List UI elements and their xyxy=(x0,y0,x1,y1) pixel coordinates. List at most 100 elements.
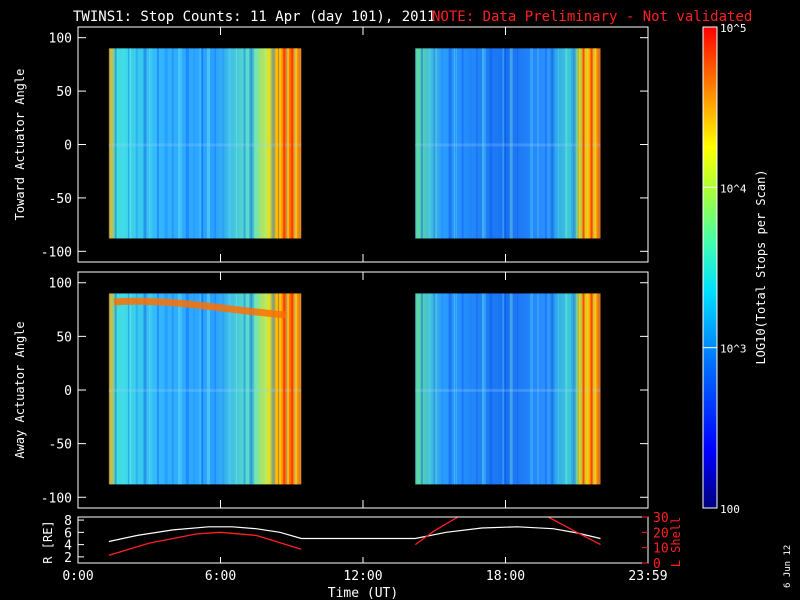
x-axis-label: Time (UT) xyxy=(328,586,398,600)
heatmap-streak xyxy=(468,293,472,485)
heatmap-edge-streak xyxy=(590,48,593,239)
heatmap-streak xyxy=(435,48,437,239)
heatmap-streak xyxy=(550,293,554,485)
heatmap-streak xyxy=(496,293,498,485)
heatmap-streak xyxy=(557,293,559,485)
heatmap-streak xyxy=(249,293,253,485)
heatmap-streak xyxy=(272,48,276,239)
heatmap-block xyxy=(108,48,302,239)
y-axis-label: Away Actuator Angle xyxy=(13,321,27,458)
heatmap-streak xyxy=(293,293,297,485)
heatmap-zero-band xyxy=(415,388,601,392)
chart-title: TWINS1: Stop Counts: 11 Apr (day 101), 2… xyxy=(73,9,435,25)
heatmap-streak xyxy=(448,48,452,239)
heatmap-streak xyxy=(143,293,147,485)
y-tick-label: 50 xyxy=(56,85,72,100)
heatmap-streak xyxy=(178,293,181,485)
heatmap-streak xyxy=(108,48,110,239)
heatmap-streak xyxy=(461,48,464,239)
heatmap-streak xyxy=(172,293,174,485)
heatmap-streak xyxy=(235,48,237,239)
heatmap-streak xyxy=(243,48,246,239)
heatmap-streak xyxy=(122,48,126,239)
heatmap-streak xyxy=(570,48,574,239)
heatmap-streak xyxy=(552,48,556,239)
heatmap-streak xyxy=(285,48,288,239)
heatmap-streak xyxy=(481,48,484,239)
colorbar-tick-label: 10^3 xyxy=(720,343,747,356)
heatmap-streak xyxy=(206,293,210,485)
heatmap-edge-streak xyxy=(295,293,298,485)
heatmap-streak xyxy=(114,48,117,239)
heatmap-streak xyxy=(517,293,519,485)
heatmap-edge-streak xyxy=(279,293,282,485)
heatmap-edge-streak xyxy=(594,293,597,485)
heatmap-edge-streak xyxy=(578,48,581,239)
heatmap-streak xyxy=(420,48,423,239)
heatmap-edge-streak xyxy=(279,48,282,239)
lshell-tick-label: 0 xyxy=(653,557,661,572)
heatmap-streak xyxy=(149,48,151,239)
heatmap-streak xyxy=(565,293,568,485)
x-tick-label: 23:59 xyxy=(628,569,667,584)
heatmap-streak xyxy=(483,48,486,239)
heatmap-streak xyxy=(504,48,507,239)
heatmap-streak xyxy=(135,48,138,239)
heatmap-streak xyxy=(257,48,259,239)
r-tick-label: 8 xyxy=(64,514,72,529)
colorbar-tick-label: 10^4 xyxy=(720,182,747,195)
heatmap-streak xyxy=(185,48,189,239)
heatmap-streak xyxy=(572,293,576,485)
heatmap-streak xyxy=(483,293,486,485)
heatmap-streak xyxy=(108,293,110,485)
heatmap-streak xyxy=(164,48,168,239)
heatmap-streak xyxy=(565,48,568,239)
y-tick-label: -50 xyxy=(49,192,72,207)
colorbar xyxy=(702,26,718,509)
heatmap-streak xyxy=(185,293,189,485)
heatmap-streak xyxy=(481,293,484,485)
heatmap-streak xyxy=(270,293,274,485)
heatmap-streak xyxy=(135,293,138,485)
lshell-series-line xyxy=(414,517,459,546)
r-tick-label: 6 xyxy=(64,526,72,541)
heatmap-block xyxy=(415,48,601,239)
heatmap-streak xyxy=(251,293,255,485)
heatmap-streak xyxy=(433,48,435,239)
x-tick-label: 12:00 xyxy=(343,569,382,584)
heatmap-streak xyxy=(454,48,456,239)
colorbar-label: LOG10(Total Stops per Scan) xyxy=(754,169,768,364)
heatmap-edge-streak xyxy=(287,293,290,485)
heatmap-streak xyxy=(502,293,505,485)
heatmap-edge-streak xyxy=(291,293,294,485)
y-tick-label: 50 xyxy=(56,330,72,345)
x-tick-label: 18:00 xyxy=(486,569,525,584)
r-tick-label: 4 xyxy=(64,539,72,554)
heatmap-streak xyxy=(544,293,547,485)
heatmap-streak xyxy=(214,293,216,485)
date-stamp: 6 Jun 12 xyxy=(783,545,793,588)
heatmap-streak xyxy=(178,48,181,239)
heatmap-streak xyxy=(278,293,280,485)
heatmap-streak xyxy=(264,293,267,485)
x-tick-label: 0:00 xyxy=(62,569,93,584)
heatmap-streak xyxy=(257,293,259,485)
colorbar-tick-label: 100 xyxy=(720,503,740,516)
heatmap-edge-streak xyxy=(283,48,286,239)
heatmap-streak xyxy=(530,293,534,485)
heatmap-streak xyxy=(509,48,513,239)
heatmap-streak xyxy=(570,293,574,485)
heatmap-streak xyxy=(537,48,539,239)
heatmap-panel-1: 100 50 0 -50 -100 Toward Actuator Angle xyxy=(13,26,649,263)
heatmap-streak xyxy=(461,293,464,485)
heatmap-edge-streak xyxy=(582,293,585,485)
heatmap-streak xyxy=(550,48,554,239)
heatmap-edge-streak xyxy=(287,48,290,239)
lshell-tick-label: 10 xyxy=(653,542,669,557)
heatmap-streak xyxy=(143,48,147,239)
heatmap-streak xyxy=(598,293,600,485)
heatmap-streak xyxy=(272,293,276,485)
heatmap-streak xyxy=(193,293,195,485)
lshell-tick-label: 30 xyxy=(653,511,669,526)
